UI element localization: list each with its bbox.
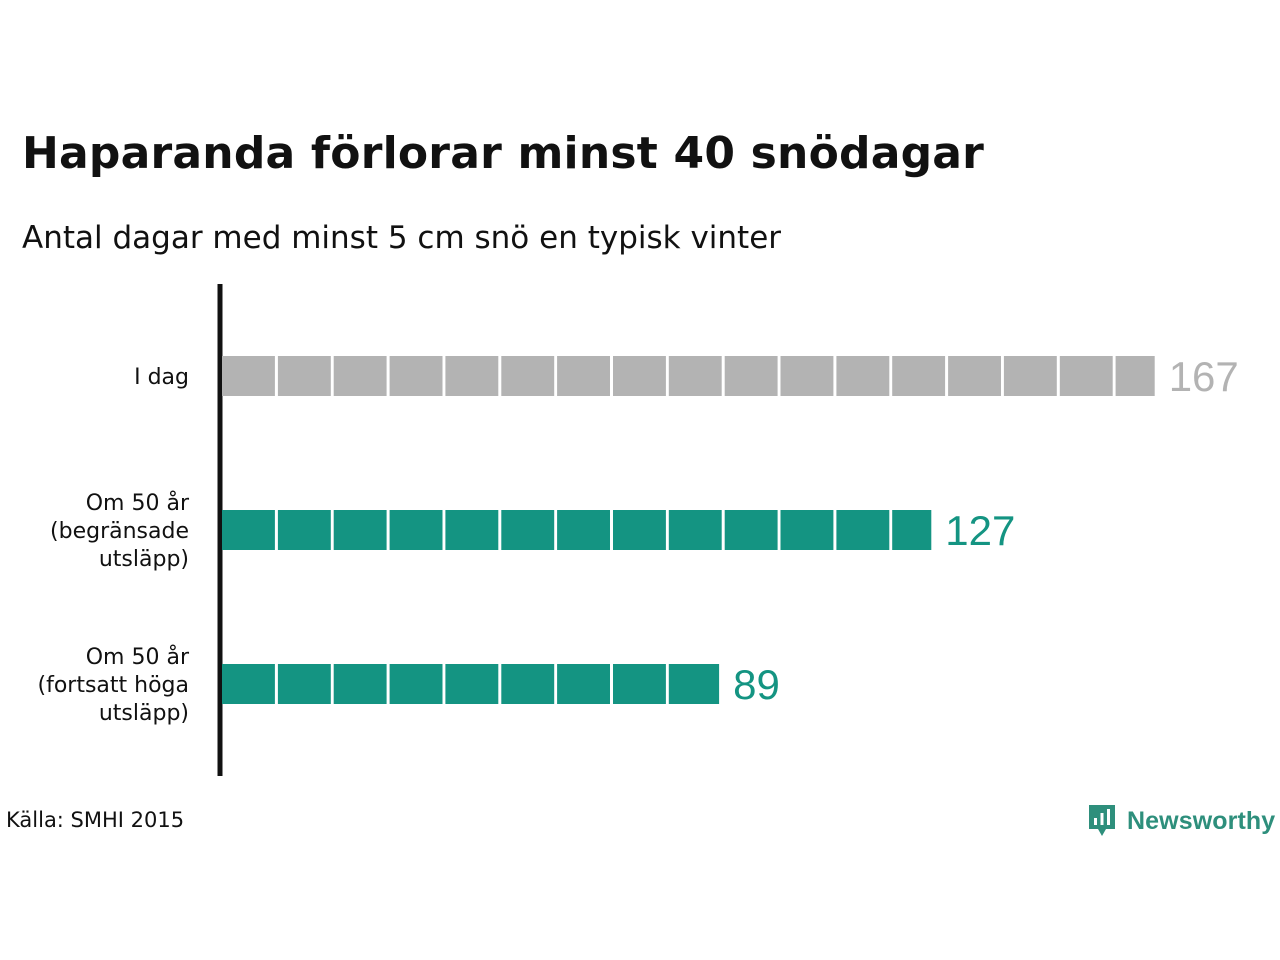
bar-block-0-2 — [333, 356, 387, 396]
category-label-1-line-0: Om 50 år — [86, 490, 190, 516]
bar-block-2-4 — [445, 664, 499, 704]
bars-group: 167 I dag 127 Om 50 år (begränsade utsläpp) 89… — [38, 353, 1239, 726]
bar-block-1-5 — [501, 510, 555, 550]
bar-block-0-11 — [836, 356, 890, 396]
bar-block-1-0 — [222, 510, 275, 550]
bar-block-0-12 — [892, 356, 946, 396]
bar-block-2-6 — [557, 664, 610, 704]
chart-title: Haparanda förlorar minst 40 snödagar — [22, 128, 985, 179]
bar-block-0-5 — [501, 356, 555, 396]
bar-block-1-4 — [445, 510, 499, 550]
bar-block-0-15 — [1059, 356, 1113, 396]
bar-block-0-16 — [1115, 356, 1155, 396]
bar-block-0-0 — [222, 356, 275, 396]
bar-block-0-7 — [613, 356, 666, 396]
value-label-1: 127 — [945, 507, 1015, 554]
category-label-2-line-2: utsläpp) — [99, 701, 189, 726]
bar-block-1-10 — [780, 510, 834, 550]
bar-block-1-6 — [557, 510, 610, 550]
brand-logo: Newsworthy — [1087, 803, 1275, 839]
bar-block-1-1 — [277, 510, 331, 550]
category-label-2-line-1: (fortsatt höga — [38, 673, 190, 698]
bar-block-0-4 — [445, 356, 499, 396]
source-note: Källa: SMHI 2015 — [6, 808, 185, 832]
bar-block-1-3 — [389, 510, 443, 550]
bar-block-1-7 — [613, 510, 666, 550]
value-label-0: 167 — [1169, 353, 1239, 400]
bar-block-2-5 — [501, 664, 555, 704]
bar-block-2-2 — [333, 664, 387, 704]
bar-block-1-9 — [724, 510, 778, 550]
bar-block-0-1 — [277, 356, 331, 396]
bar-block-2-1 — [277, 664, 331, 704]
bar-block-2-3 — [389, 664, 443, 704]
bar-block-2-7 — [613, 664, 666, 704]
bar-block-1-12 — [892, 510, 932, 550]
bar-block-0-10 — [780, 356, 834, 396]
newsworthy-logo-icon — [1089, 805, 1115, 836]
bar-block-1-11 — [836, 510, 890, 550]
bar-block-0-3 — [389, 356, 443, 396]
bar-block-0-13 — [948, 356, 1001, 396]
category-label-2-line-0: Om 50 år — [86, 644, 190, 670]
category-label-1-line-2: utsläpp) — [99, 547, 189, 572]
brand-name: Newsworthy — [1127, 806, 1276, 835]
bar-block-2-0 — [222, 664, 275, 704]
bar-block-1-8 — [668, 510, 722, 550]
bar-block-1-2 — [333, 510, 387, 550]
bar-block-2-8 — [668, 664, 720, 704]
bar-block-0-14 — [1003, 356, 1057, 396]
category-label-1-line-1: (begränsade — [50, 519, 189, 544]
bar-block-0-8 — [668, 356, 722, 396]
chart-subtitle: Antal dagar med minst 5 cm snö en typisk… — [22, 220, 782, 256]
bar-block-0-9 — [724, 356, 778, 396]
bar-block-0-6 — [557, 356, 610, 396]
value-label-2: 89 — [733, 661, 780, 708]
category-label-0-line-0: I dag — [134, 365, 189, 390]
